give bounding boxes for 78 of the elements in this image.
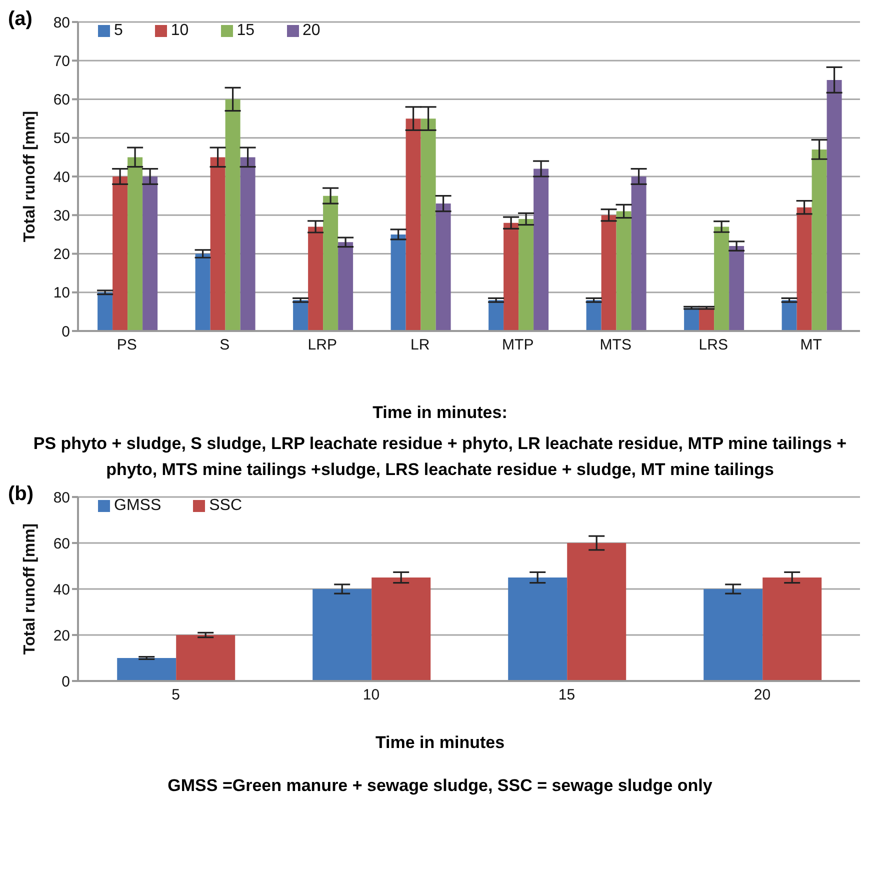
y-tick-label: 10 bbox=[53, 284, 70, 302]
bar bbox=[142, 176, 158, 331]
bar bbox=[128, 157, 143, 331]
bar bbox=[372, 578, 431, 681]
y-tick-label: 40 bbox=[53, 168, 70, 186]
bar bbox=[112, 176, 128, 331]
x-tick-label: LR bbox=[410, 336, 430, 354]
bar bbox=[436, 204, 451, 331]
bar bbox=[796, 207, 812, 331]
x-tick-label: 15 bbox=[558, 686, 576, 704]
bar bbox=[176, 635, 236, 681]
bar bbox=[782, 300, 797, 331]
chart-title: (a) bbox=[8, 8, 32, 31]
chart-title: (b) bbox=[8, 483, 34, 506]
y-tick-label: 50 bbox=[53, 130, 70, 148]
bar bbox=[98, 292, 113, 331]
bar bbox=[420, 118, 436, 331]
bar bbox=[195, 254, 210, 331]
y-axis-title: Total runoff [mm] bbox=[22, 523, 39, 655]
bar bbox=[518, 218, 534, 331]
bar bbox=[534, 168, 549, 331]
x-tick-label: 5 bbox=[172, 686, 180, 704]
bar bbox=[631, 176, 646, 331]
x-tick-label: PS bbox=[116, 336, 137, 354]
y-tick-label: 0 bbox=[62, 323, 70, 340]
bar bbox=[601, 215, 616, 331]
legend-label: GMSS bbox=[114, 497, 162, 514]
bar bbox=[308, 226, 324, 331]
bar bbox=[210, 157, 226, 331]
legend-label: 5 bbox=[114, 22, 123, 39]
bar bbox=[390, 234, 406, 331]
y-tick-label: 20 bbox=[53, 246, 70, 264]
x-axis-title: Time in minutes: bbox=[372, 403, 508, 423]
bar bbox=[406, 118, 421, 331]
bar bbox=[240, 157, 256, 331]
x-tick-label: 10 bbox=[362, 686, 380, 704]
legend-label: SSC bbox=[209, 497, 242, 514]
y-tick-label: 60 bbox=[53, 92, 70, 109]
x-tick-label: LRP bbox=[308, 336, 337, 354]
bar bbox=[488, 300, 504, 331]
legend-label: 15 bbox=[236, 22, 254, 39]
y-tick-label: 60 bbox=[53, 535, 70, 552]
y-tick-label: 0 bbox=[62, 673, 70, 690]
bar bbox=[508, 578, 568, 681]
text: PS phyto + sludge, S sludge, LRP leachate residue + phyto, LR leachate residue, MTP mine tailings + phyto, MTS mine tailings +sludge, LRS leachate residue + sludge, MT mine tailings bbox=[32, 433, 848, 481]
bar bbox=[225, 99, 240, 331]
legend-label: 20 bbox=[302, 22, 320, 39]
x-tick-label: LRS bbox=[698, 336, 728, 354]
bar bbox=[293, 300, 308, 331]
text: GMSS =Green manure + sewage sludge, SSC = sewage sludge only bbox=[166, 775, 714, 797]
x-tick-label: S bbox=[220, 336, 230, 354]
y-tick-label: 70 bbox=[53, 52, 70, 70]
bar bbox=[762, 578, 822, 681]
bar bbox=[704, 589, 763, 681]
bar bbox=[312, 589, 372, 681]
bar bbox=[812, 149, 827, 331]
bar bbox=[567, 543, 626, 681]
x-tick-label: MTS bbox=[600, 336, 632, 354]
bar bbox=[616, 211, 632, 331]
y-axis-title: Total runoff [mm] bbox=[22, 110, 39, 242]
bar bbox=[323, 196, 338, 331]
y-tick-label: 80 bbox=[53, 14, 70, 32]
bar bbox=[826, 80, 842, 331]
y-tick-label: 30 bbox=[53, 207, 70, 224]
x-tick-label: 20 bbox=[754, 686, 771, 704]
y-tick-label: 40 bbox=[53, 581, 70, 598]
bar bbox=[714, 226, 730, 331]
x-axis-title: Time in minutes bbox=[374, 733, 506, 753]
y-tick-label: 20 bbox=[53, 627, 70, 644]
x-tick-label: MT bbox=[800, 336, 822, 354]
y-tick-label: 80 bbox=[53, 489, 70, 506]
x-tick-label: MTP bbox=[502, 336, 534, 354]
bar bbox=[338, 242, 354, 331]
bar bbox=[586, 300, 602, 331]
bar bbox=[504, 222, 519, 331]
legend-label: 10 bbox=[170, 22, 189, 39]
bar bbox=[729, 246, 744, 331]
bar bbox=[117, 658, 176, 681]
